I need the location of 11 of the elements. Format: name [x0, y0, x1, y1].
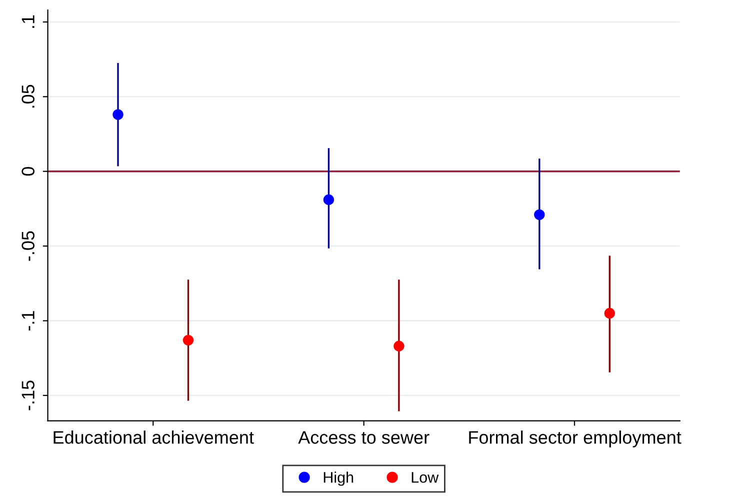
x-tick-label: Access to sewer: [298, 431, 430, 444]
y-tick-label: -.05: [22, 231, 34, 261]
y-tick-label: 0: [22, 167, 34, 176]
y-tick-label: .1: [22, 15, 34, 28]
y-tick-label: .05: [22, 84, 34, 108]
legend-label: High: [324, 472, 354, 486]
legend-label: Low: [412, 472, 439, 483]
x-tick-label: Formal sector employment: [469, 430, 682, 448]
x-tick-label: Educational achievement: [54, 430, 254, 444]
y-tick-label: -.15: [22, 380, 34, 410]
y-tick-label: -.1: [22, 311, 34, 330]
